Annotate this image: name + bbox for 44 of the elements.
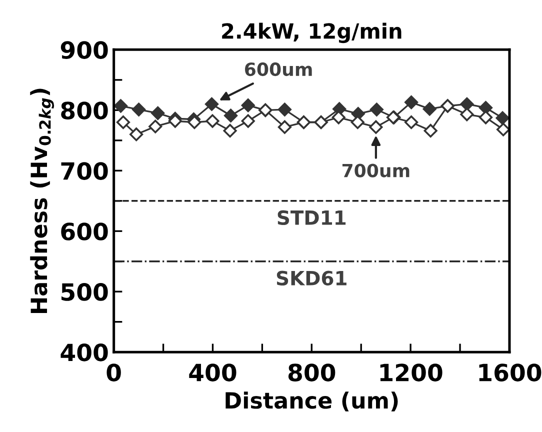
point — [460, 97, 474, 111]
y-tick-label: 500 — [61, 283, 108, 301]
point — [241, 114, 255, 128]
ref-line-label: SKD61 — [276, 270, 346, 286]
point — [130, 128, 144, 142]
x-tick-label: 800 — [288, 364, 336, 382]
point — [204, 97, 219, 111]
point — [332, 110, 346, 124]
point — [278, 120, 292, 134]
y-axis-title: Hardness (Hv$_{0.2kg}$) — [30, 88, 54, 313]
point — [370, 102, 384, 116]
point — [278, 102, 292, 116]
y-tick-label: 800 — [61, 102, 108, 120]
point — [404, 96, 418, 110]
point — [424, 124, 438, 138]
point — [496, 122, 510, 136]
point — [224, 108, 238, 122]
ref-line-label: STD11 — [278, 210, 346, 226]
point — [422, 102, 436, 116]
x-tick-label: 1200 — [380, 364, 442, 382]
point — [148, 120, 162, 134]
point — [404, 115, 418, 130]
point — [116, 115, 130, 130]
point — [206, 114, 220, 128]
y-tick-label: 700 — [61, 162, 108, 180]
y-tick-label: 400 — [60, 344, 108, 362]
point — [241, 98, 255, 112]
point — [369, 120, 383, 134]
annotation: 700um — [342, 164, 410, 178]
annotation: 600um — [245, 62, 312, 76]
x-tick-label: 1600 — [479, 364, 542, 382]
chart-title: 2.4kW, 12g/min — [222, 22, 402, 44]
x-tick-label: 0 — [106, 364, 121, 382]
point — [478, 110, 493, 124]
x-axis-title: Distance (um) — [226, 392, 398, 412]
y-tick-label: 600 — [61, 222, 108, 240]
point — [460, 108, 474, 122]
point — [132, 102, 146, 116]
point — [496, 111, 510, 125]
point — [151, 106, 165, 120]
x-tick-label: 400 — [189, 364, 236, 382]
point — [114, 99, 128, 113]
point — [223, 124, 237, 138]
y-tick-label: 900 — [60, 41, 108, 59]
